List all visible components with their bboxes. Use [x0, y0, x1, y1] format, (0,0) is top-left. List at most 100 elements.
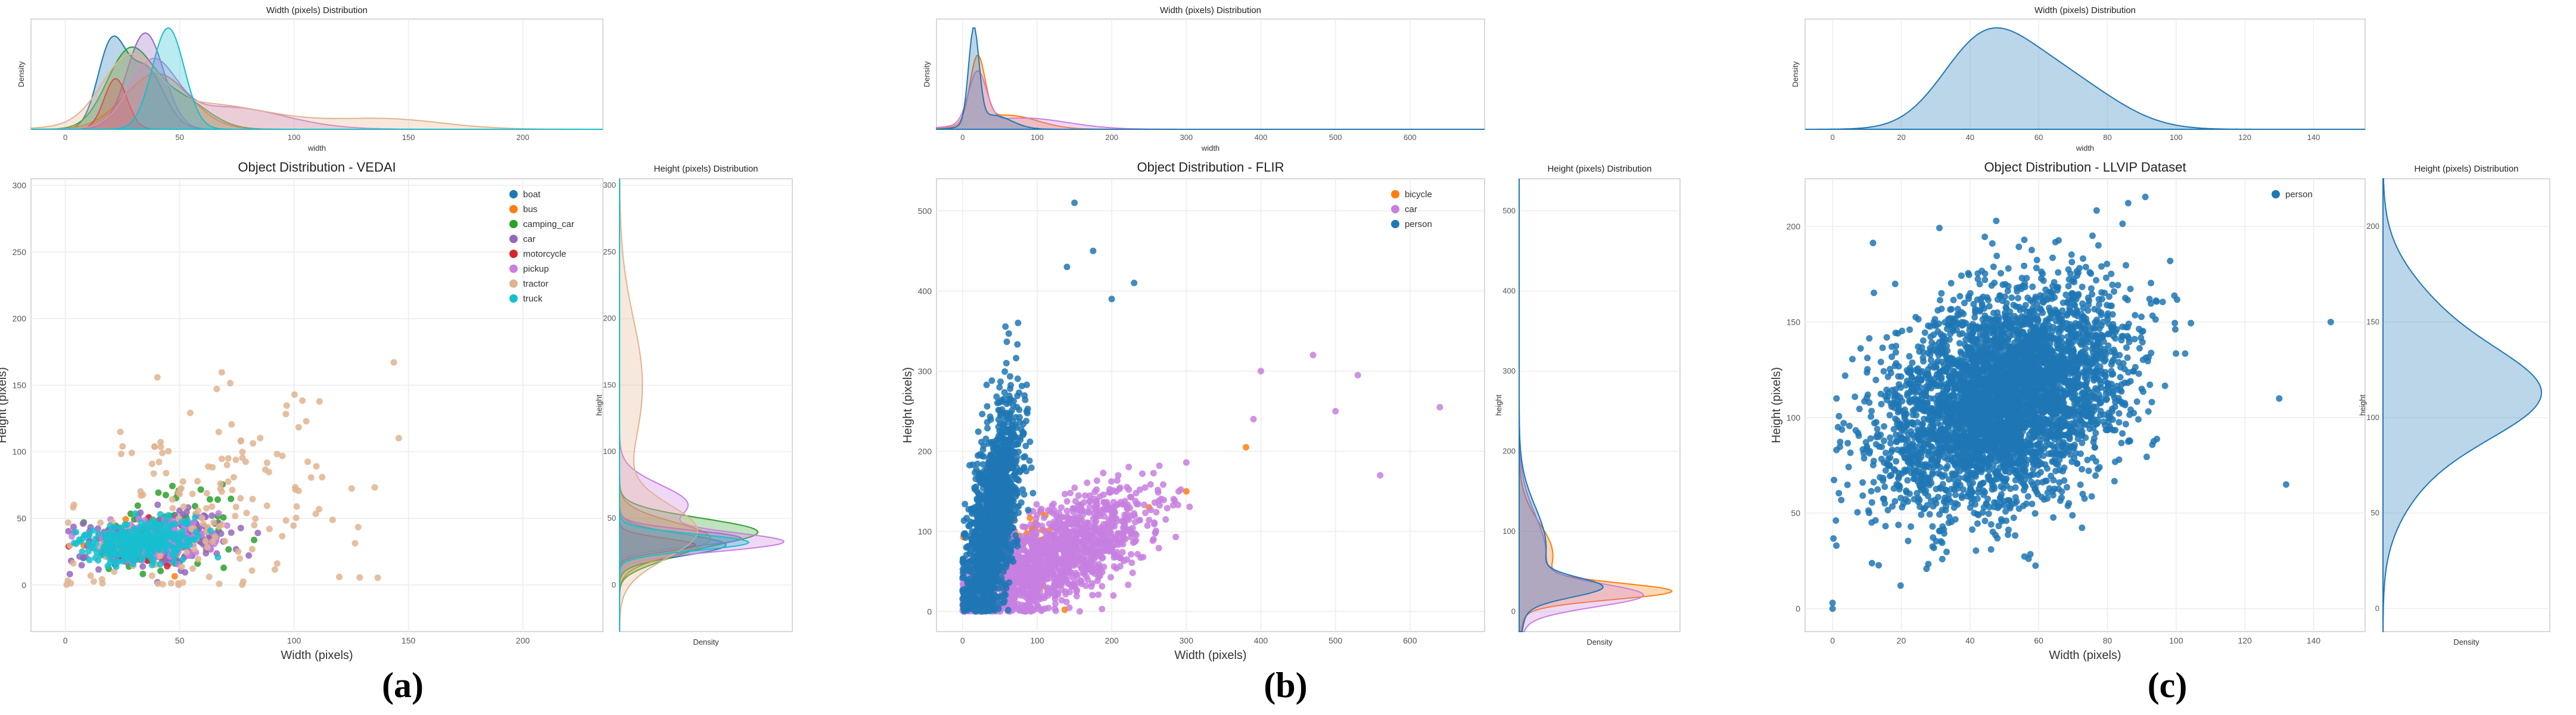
scatter-ytick: 300 [13, 181, 27, 190]
scatter-point-person [1016, 406, 1023, 414]
scatter-point-tractor [148, 572, 155, 579]
scatter-point-car [1119, 517, 1126, 524]
scatter-point-camping_car [139, 570, 147, 577]
top-density-xtick: 200 [1105, 133, 1118, 142]
scatter-point-car [1034, 521, 1041, 529]
scatter-point-person [1007, 396, 1014, 403]
scatter-point-car [1139, 470, 1146, 477]
scatter-point-car [1034, 512, 1041, 519]
scatter-point-car [1051, 562, 1059, 570]
top-density-xtick: 150 [402, 133, 415, 142]
scatter-point-person [997, 512, 1004, 520]
right-density-ytick: 0 [1511, 607, 1516, 615]
scatter-point-tractor [195, 555, 202, 562]
scatter-point-car [1027, 588, 1034, 595]
scatter-point-car [1010, 563, 1018, 570]
right-density-title: Height (pixels) Distribution [1547, 164, 1651, 174]
scatter-point-person [1001, 590, 1008, 598]
scatter-point-tractor [216, 580, 223, 587]
scatter-point-car [137, 509, 144, 516]
scatter-point-truck [132, 547, 139, 554]
scatter-point-person [972, 545, 979, 552]
scatter-point-person [1005, 485, 1012, 492]
scatter-ytick: 0 [21, 580, 26, 590]
scatter-point-truck [192, 514, 199, 521]
scatter-point-car [1031, 560, 1038, 567]
scatter-point-tractor [217, 485, 224, 492]
scatter-point-truck [148, 555, 155, 562]
scatter-ytick: 0 [927, 607, 932, 616]
scatter-point-car [1100, 527, 1107, 534]
scatter-point-car [1169, 502, 1177, 509]
scatter-point-person [961, 596, 968, 603]
scatter-point-truck [179, 556, 186, 563]
scatter-point-tractor [263, 459, 270, 467]
scatter-point-person [1023, 418, 1030, 425]
scatter-point-car [1124, 484, 1131, 491]
scatter-point-car [254, 530, 262, 536]
legend-marker-bicycle [1391, 190, 1399, 198]
scatter-point-person [985, 455, 993, 462]
scatter-point-truck [148, 561, 155, 568]
scatter-point-car [1153, 509, 1160, 516]
scatter-ytick: 200 [918, 446, 932, 456]
scatter-point-camping_car [127, 510, 134, 517]
scatter-point-person [996, 428, 1003, 434]
scatter-title: Object Distribution - VEDAI [238, 160, 396, 175]
scatter-point-car [1023, 580, 1030, 587]
scatter-point-car [1071, 559, 1078, 567]
scatter-point-tractor [90, 578, 97, 585]
legend-label-pickup: pickup [523, 264, 549, 274]
scatter-point-car [1058, 531, 1065, 539]
scatter-point-person [962, 530, 969, 537]
scatter-point-tractor [293, 514, 300, 521]
scatter-ytick: 50 [1791, 508, 1800, 518]
scatter-point-person [968, 588, 975, 595]
scatter-point-tractor [117, 450, 125, 458]
scatter-point-tractor [249, 496, 256, 503]
scatter-point-car [1063, 498, 1071, 505]
scatter-point-person [1012, 459, 1019, 467]
scatter-point-car [1038, 548, 1046, 555]
scatter-point-truck [144, 550, 150, 557]
scatter-point-car [1117, 499, 1124, 506]
scatter-point-tractor [266, 526, 273, 533]
legend-label-boat: boat [523, 189, 541, 200]
scatter-point-tractor [65, 519, 71, 526]
scatter-point-person [1014, 375, 1021, 383]
scatter-ytick: 150 [1787, 318, 1801, 327]
scatter-point-car [1152, 527, 1159, 534]
scatter-point-tractor [148, 461, 155, 467]
scatter-point-tractor [237, 555, 243, 562]
scatter-point-car [1051, 538, 1059, 545]
scatter-point-car [1057, 567, 1064, 574]
scatter-point-car [1039, 540, 1046, 547]
scatter-point-tractor [165, 447, 172, 455]
scatter-point-person [993, 393, 1000, 400]
scatter-point-car [1113, 549, 1121, 556]
scatter-point-truck [145, 531, 152, 538]
scatter-point-person [1015, 477, 1022, 484]
scatter-point-person [986, 530, 993, 537]
scatter-point-tractor [313, 463, 320, 470]
scatter-point-car [1151, 499, 1158, 506]
scatter-point-person [968, 536, 975, 543]
scatter-point-person [2133, 398, 2141, 405]
scatter-point-truck [92, 554, 99, 561]
scatter-xtick: 40 [1965, 636, 1975, 645]
scatter-point-car [1110, 592, 1117, 599]
scatter-point-person [963, 515, 970, 521]
scatter-point-car [1172, 533, 1180, 540]
scatter-point-person [978, 539, 985, 546]
scatter-point-person [991, 585, 998, 591]
scatter-point-car [1062, 490, 1068, 498]
scatter-point-tractor [213, 386, 220, 393]
scatter-point-person [2029, 500, 2036, 508]
legend-marker-car [509, 235, 518, 243]
scatter-point-car [1163, 505, 1171, 512]
legend-marker-motorcycle [509, 250, 518, 258]
scatter-point-tractor [206, 573, 213, 580]
scatter-point-person [983, 381, 990, 388]
scatter-point-car [1093, 477, 1100, 484]
